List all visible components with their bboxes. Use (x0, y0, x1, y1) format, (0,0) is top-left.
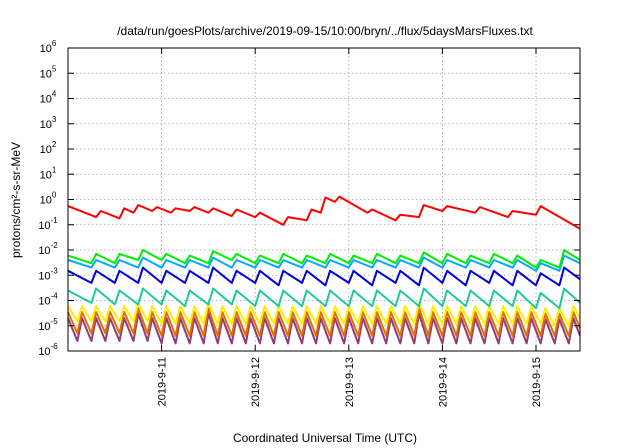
series-line (67, 195, 581, 230)
y-tick-label: 106 (40, 39, 57, 55)
x-axis-label: Coordinated Universal Time (UTC) (233, 431, 417, 445)
series-line (67, 307, 581, 337)
y-tick-labels: 10-6 10-5 10-4 10-3 10-2 10-1 100 101 102 103 104 1… (38, 39, 58, 358)
series-line (67, 312, 581, 345)
x-tick-label: 2019-9-12 (250, 357, 262, 407)
series-line (67, 287, 581, 310)
y-tick-label: 102 (40, 140, 57, 156)
series-line (67, 254, 581, 272)
y-tick-label: 10-1 (38, 216, 58, 232)
y-tick-label: 100 (40, 191, 57, 207)
x-tick-label: 2019-9-14 (437, 357, 449, 407)
x-tick-label: 2019-9-13 (344, 357, 356, 407)
series-line (67, 266, 581, 287)
grid (68, 48, 580, 351)
y-tick-label: 101 (40, 165, 57, 181)
y-tick-label: 103 (40, 115, 57, 131)
y-tick-label: 10-3 (38, 266, 58, 282)
y-tick-label: 10-5 (38, 317, 58, 333)
x-tick-label: 2019-9-15 (531, 357, 543, 407)
y-tick-label: 10-4 (38, 292, 58, 308)
chart-title: /data/run/goesPlots/archive/2019-09-15/1… (117, 24, 533, 38)
y-tick-label: 10-6 (38, 342, 58, 358)
y-tick-label: 105 (40, 64, 57, 80)
y-tick-label: 104 (40, 90, 57, 106)
series-layer (67, 195, 581, 345)
y-tick-label: 10-2 (38, 241, 58, 257)
x-tick-labels: 2019-9-11 2019-9-12 2019-9-13 2019-9-14 2019… (157, 357, 543, 407)
y-axis-label: protons/cm²-s-sr-MeV (9, 142, 23, 258)
x-tick-label: 2019-9-11 (157, 357, 169, 406)
series-line (67, 301, 581, 327)
series-line (67, 249, 581, 269)
ticks (68, 47, 580, 352)
